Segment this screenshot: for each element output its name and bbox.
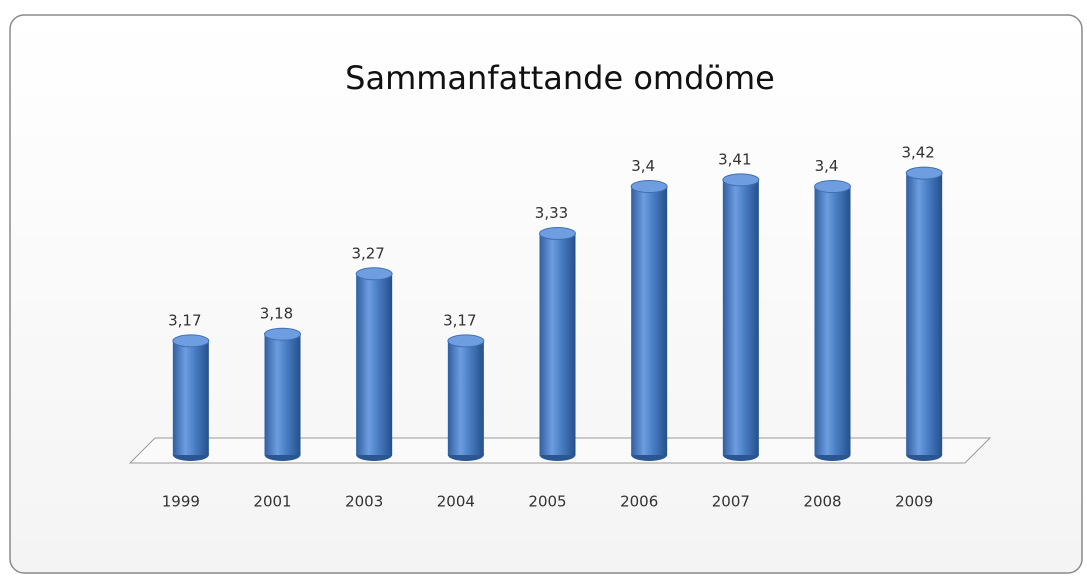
value-label: 3,42 <box>901 144 934 162</box>
bar <box>264 334 301 455</box>
value-label: 3,33 <box>535 204 568 222</box>
bar-top <box>172 334 210 348</box>
bar-top <box>814 180 851 194</box>
bar-top <box>447 334 485 348</box>
bar <box>539 233 576 455</box>
value-label: 3,18 <box>260 305 293 323</box>
bar <box>814 186 851 456</box>
x-tick-label: 2001 <box>253 493 291 511</box>
x-tick-label: 2005 <box>528 493 566 511</box>
bar-top <box>355 267 393 281</box>
bar-top <box>539 227 576 241</box>
value-label: 3,4 <box>631 157 655 175</box>
x-tick-label: 2007 <box>712 493 750 511</box>
bar <box>722 179 759 455</box>
value-label: 3,17 <box>443 311 476 329</box>
bar <box>631 186 668 456</box>
x-tick-label: 1999 <box>162 493 200 511</box>
value-label: 3,17 <box>168 311 201 329</box>
value-label: 3,41 <box>718 150 751 168</box>
bar-top <box>264 327 301 341</box>
x-tick-label: 2006 <box>620 493 658 511</box>
bar <box>172 340 209 455</box>
bar <box>447 340 484 455</box>
bar <box>906 173 943 455</box>
bar-top <box>905 166 943 180</box>
chart-title: Sammanfattande omdöme <box>345 59 775 97</box>
bar <box>356 273 393 455</box>
x-tick-label: 2008 <box>803 493 841 511</box>
bar-top <box>722 173 760 187</box>
x-tick-label: 2003 <box>345 493 383 511</box>
bar-top <box>630 180 668 194</box>
x-tick-label: 2009 <box>895 493 933 511</box>
value-label: 3,4 <box>815 157 839 175</box>
x-tick-label: 2004 <box>437 493 475 511</box>
value-label: 3,27 <box>351 244 384 262</box>
